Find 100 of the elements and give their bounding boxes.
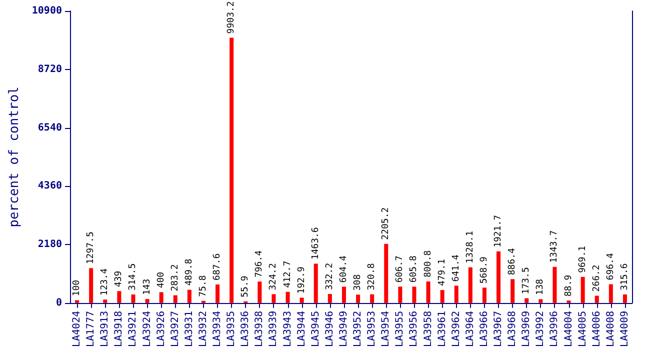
bar — [496, 251, 501, 303]
x-tick-label: LA3962 — [450, 310, 462, 347]
data-label: 320.8 — [367, 263, 378, 290]
bar — [272, 294, 276, 303]
bar — [145, 299, 150, 303]
bar — [510, 279, 515, 303]
bar — [328, 294, 332, 303]
x-tick-label: LA3961 — [436, 310, 448, 347]
y-tick-label: 10900 — [32, 6, 62, 16]
bar — [552, 266, 557, 303]
x-tick-label: LA3943 — [282, 310, 294, 347]
data-label: 314.5 — [128, 263, 138, 290]
bar — [426, 281, 430, 303]
x-tick-label: LA3935 — [226, 310, 238, 347]
bar — [594, 296, 599, 303]
data-label: 283.2 — [170, 264, 180, 292]
bar — [314, 264, 318, 303]
x-tick-label: LA3924 — [142, 310, 153, 347]
data-label: 400 — [156, 272, 166, 288]
bar — [398, 286, 402, 303]
data-label: 1463.6 — [310, 227, 321, 260]
x-tick-label: LA3968 — [507, 310, 518, 347]
bar — [566, 300, 571, 303]
x-tick-label: LA3931 — [184, 310, 195, 347]
data-label: 489.8 — [184, 258, 194, 286]
x-tick-label: LA3946 — [324, 310, 336, 347]
data-label: 412.7 — [282, 260, 293, 288]
data-label: 75.8 — [198, 275, 208, 297]
x-tick-label: LA3969 — [521, 310, 532, 347]
bar — [538, 299, 543, 303]
data-label: 1297.5 — [86, 232, 96, 264]
x-tick-label: LA3956 — [408, 310, 420, 347]
x-tick-label: LA4024 — [72, 310, 83, 347]
data-label: 308 — [353, 274, 364, 291]
y-tick-label: 8720 — [38, 64, 62, 75]
bar — [524, 298, 529, 303]
x-tick-label: LA3967 — [493, 310, 504, 347]
bar — [342, 286, 346, 303]
bar — [482, 288, 486, 303]
bar — [173, 295, 178, 303]
bar — [216, 284, 220, 303]
x-tick-label: LA3955 — [394, 310, 406, 347]
data-label: 324.2 — [268, 263, 279, 290]
bar — [258, 282, 262, 303]
data-label: 332.2 — [324, 262, 335, 290]
x-tick-label: LA3913 — [100, 310, 111, 347]
x-tick-label: LA4006 — [591, 310, 602, 347]
x-tick-label: LA3958 — [422, 310, 434, 347]
data-label: 315.6 — [620, 263, 630, 290]
bar — [608, 284, 613, 303]
data-label: 605.8 — [409, 256, 420, 283]
x-tick-label: LA3926 — [156, 310, 167, 347]
data-label: 604.4 — [338, 256, 349, 283]
y-tick-label: 4360 — [38, 180, 62, 192]
x-tick-label: LA3992 — [535, 310, 546, 347]
x-tick-label: LA3953 — [366, 310, 378, 347]
data-label: 1343.7 — [550, 230, 560, 263]
bar — [75, 300, 80, 303]
data-label: 192.9 — [296, 266, 307, 294]
x-tick-label: LA4004 — [563, 310, 574, 347]
data-label: 1921.7 — [494, 214, 504, 248]
x-tick-label: LA3944 — [296, 310, 308, 347]
bar — [580, 276, 585, 303]
data-label: 696.4 — [606, 253, 616, 280]
data-label: 641.4 — [451, 254, 462, 282]
data-label: 173.5 — [522, 267, 532, 294]
data-label: 479.1 — [437, 258, 448, 286]
x-tick-label: LA3932 — [198, 310, 209, 347]
y-axis-title: percent of control — [7, 86, 22, 228]
data-label: 138 — [536, 278, 546, 296]
bar — [131, 294, 136, 303]
data-label: 9903.2 — [226, 1, 237, 34]
x-tick-label: LA3954 — [380, 310, 392, 347]
data-label: 55.9 — [240, 276, 251, 298]
data-label: 2205.2 — [381, 207, 392, 240]
data-label: 100 — [72, 280, 82, 296]
data-label: 969.1 — [578, 246, 588, 273]
data-label: 800.8 — [423, 250, 434, 278]
bar — [440, 290, 444, 303]
data-label: 266.2 — [592, 264, 602, 292]
x-tick-label: LA3927 — [170, 310, 181, 347]
bar — [300, 298, 304, 303]
y-tick-label: 6540 — [38, 122, 62, 134]
bar — [454, 286, 458, 303]
x-tick-label: LA4008 — [605, 310, 616, 347]
x-tick-label: LA4009 — [619, 310, 630, 347]
x-tick-label: LA3918 — [114, 310, 125, 347]
bar — [286, 292, 290, 303]
x-tick-label: LA3996 — [549, 310, 560, 347]
bar — [622, 294, 627, 303]
data-label: 88.9 — [564, 274, 574, 296]
x-tick-label: LA3921 — [128, 310, 139, 347]
x-tick-label: LA3949 — [338, 310, 350, 347]
x-tick-label: LA3939 — [268, 310, 280, 347]
x-tick-label: LA3952 — [352, 310, 364, 347]
bar — [230, 38, 234, 303]
x-tick-label: LA3966 — [478, 310, 490, 347]
data-label: 143 — [142, 278, 152, 296]
x-tick-label: LA3945 — [310, 310, 322, 347]
data-label: 796.4 — [254, 250, 265, 278]
